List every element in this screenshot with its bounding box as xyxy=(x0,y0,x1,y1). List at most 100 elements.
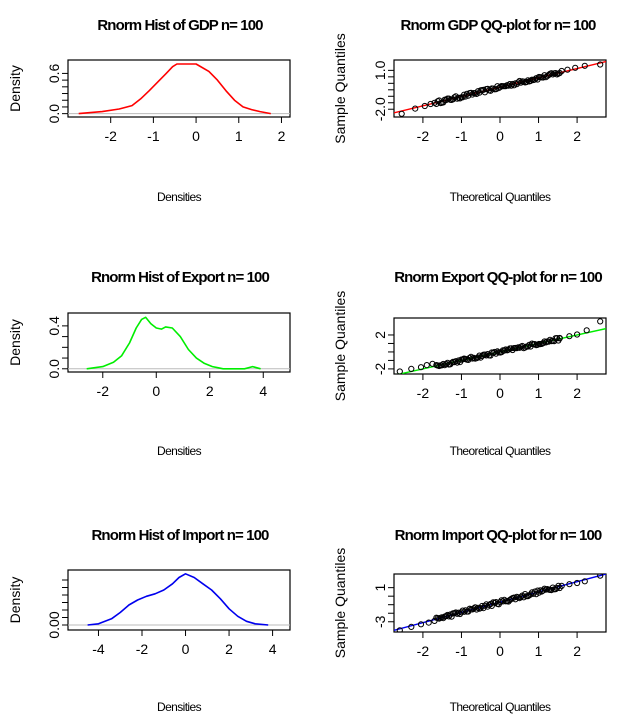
y-tick-label: 0.0 xyxy=(46,104,62,124)
chart-panel-6: Rnorm Import QQ-plot for n= 100 -2 -1 0 1 2 1 -… xyxy=(332,527,607,714)
qq-point xyxy=(454,610,461,617)
plot-area xyxy=(68,572,290,626)
qq-point xyxy=(558,582,565,590)
qq-point xyxy=(431,617,438,625)
y-axis-label: Density xyxy=(7,65,23,112)
qq-point xyxy=(425,619,432,626)
y-tick-label: 2 xyxy=(372,331,388,339)
qq-point xyxy=(513,345,520,352)
qq-point xyxy=(546,336,554,343)
x-axis-label: Densities xyxy=(157,444,202,458)
x-axis-label: Densities xyxy=(157,700,202,714)
x-axis-label: Theoretical Quantiles xyxy=(450,190,551,204)
chart-panel-3: Rnorm Hist of Export n= 100 -2 0 2 4 0.0 0.4 De… xyxy=(7,269,291,458)
plot-area xyxy=(396,318,606,374)
x-tick-label: 1 xyxy=(235,128,243,144)
x-tick-label: -4 xyxy=(92,641,105,657)
x-tick-label: -2 xyxy=(417,128,430,144)
qq-point xyxy=(597,61,604,68)
y-axis-label: Sample Quantiles xyxy=(332,548,348,659)
qq-point xyxy=(431,99,438,106)
qq-point xyxy=(459,607,466,614)
qq-point xyxy=(396,368,403,374)
y-tick-label: -2.0 xyxy=(372,97,388,121)
density-line xyxy=(86,316,261,370)
plot-area xyxy=(68,63,290,115)
y-axis-label: Sample Quantiles xyxy=(332,291,348,402)
x-tick-label: 4 xyxy=(259,383,267,399)
x-tick-label: -2 xyxy=(417,643,430,659)
x-tick-label: -2 xyxy=(417,385,430,401)
y-tick-label: -3 xyxy=(372,615,388,628)
qq-point xyxy=(574,331,581,338)
qq-point xyxy=(461,608,468,615)
plot-area xyxy=(394,60,606,117)
plot-frame xyxy=(67,569,291,631)
y-axis-label: Sample Quantiles xyxy=(332,33,348,144)
x-tick-label: 0 xyxy=(152,383,160,399)
qq-point xyxy=(597,574,604,579)
qq-point xyxy=(467,89,475,96)
qq-point xyxy=(398,110,405,117)
qq-point xyxy=(481,602,488,609)
chart-title: Rnorm Hist of Export n= 100 xyxy=(91,269,269,286)
density-line xyxy=(78,63,271,115)
qq-point xyxy=(574,579,581,587)
chart-panel-4: Rnorm Export QQ-plot for n= 100 -2 -1 0 1 2 -2… xyxy=(332,269,607,458)
qq-point xyxy=(527,77,534,85)
qq-point xyxy=(455,357,462,364)
x-tick-label: -2 xyxy=(104,128,117,144)
x-tick-label: 1 xyxy=(535,643,543,659)
x-tick-label: 1 xyxy=(535,385,543,401)
qq-point xyxy=(429,360,436,367)
qq-point xyxy=(583,327,590,334)
plot-frame xyxy=(67,59,291,118)
density-line xyxy=(87,572,269,626)
y-tick-label: 0.6 xyxy=(46,63,62,83)
x-tick-label: 2 xyxy=(573,385,581,401)
x-tick-label: -2 xyxy=(136,641,149,657)
qq-point xyxy=(552,70,559,77)
qq-point xyxy=(417,621,425,628)
y-tick-label: 0.4 xyxy=(46,316,62,336)
qq-point xyxy=(427,100,434,108)
qq-point xyxy=(483,352,490,359)
x-tick-label: 0 xyxy=(496,643,504,659)
qq-point xyxy=(564,66,571,73)
x-tick-label: -1 xyxy=(147,128,160,144)
plot-area xyxy=(394,574,606,632)
x-tick-label: 4 xyxy=(269,641,277,657)
qq-point xyxy=(541,585,548,592)
x-tick-label: 2 xyxy=(573,128,581,144)
qq-point xyxy=(541,338,548,345)
x-tick-label: -2 xyxy=(97,383,110,399)
qq-point xyxy=(556,335,563,342)
x-tick-label: 0 xyxy=(192,128,200,144)
qq-point xyxy=(443,360,450,368)
qq-point xyxy=(581,578,588,585)
chart-panel-5: Rnorm Hist of Import n= 100 -4 -2 0 2 4 0.00 De… xyxy=(7,527,291,714)
qq-point xyxy=(486,602,493,609)
qq-point xyxy=(566,333,573,340)
qq-point xyxy=(566,581,573,588)
qq-point xyxy=(408,623,415,631)
qq-point xyxy=(520,594,527,601)
qq-point xyxy=(473,606,480,613)
x-tick-label: 2 xyxy=(573,643,581,659)
qq-point xyxy=(408,365,415,372)
plot-area xyxy=(68,316,290,370)
x-tick-label: 2 xyxy=(206,383,214,399)
qq-point xyxy=(417,364,425,371)
chart-title: Rnorm GDP QQ-plot for n= 100 xyxy=(401,17,597,34)
qq-point xyxy=(558,67,565,75)
qq-point xyxy=(452,358,459,365)
qq-point xyxy=(474,88,482,95)
x-tick-label: 0 xyxy=(496,385,504,401)
plot-frame xyxy=(393,317,607,375)
qq-point xyxy=(581,62,588,69)
plot-frame xyxy=(67,312,291,373)
x-tick-label: 2 xyxy=(225,641,233,657)
qq-point xyxy=(461,91,468,98)
chart-title: Rnorm Export QQ-plot for n= 100 xyxy=(394,269,602,286)
qq-point xyxy=(423,362,430,369)
